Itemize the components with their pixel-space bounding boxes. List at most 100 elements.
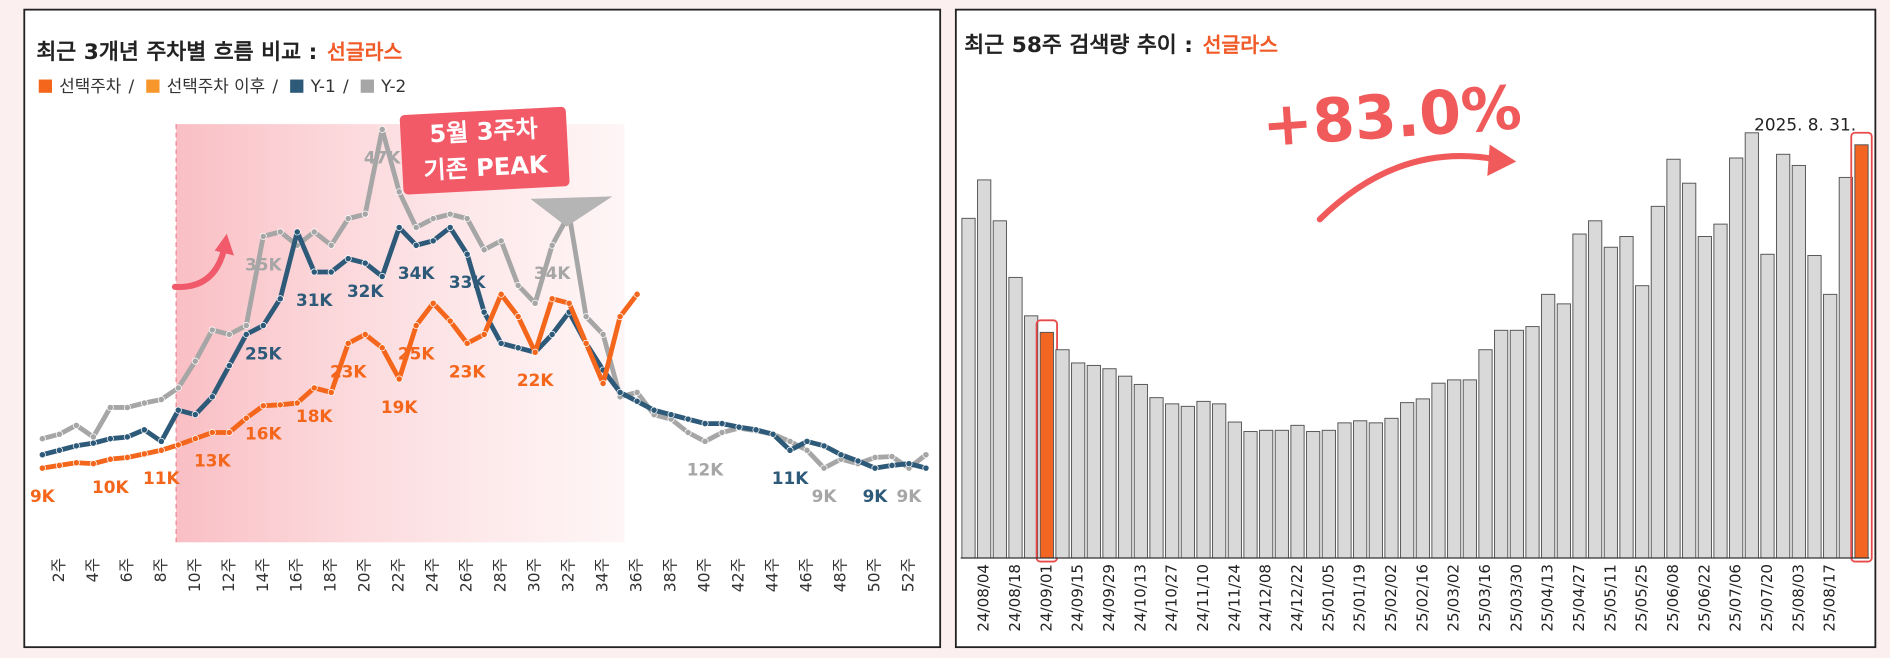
callout-text: 기존 PEAK bbox=[423, 150, 550, 185]
bar bbox=[1776, 153, 1791, 559]
bar bbox=[1118, 375, 1133, 559]
callout-text: 5월 3주차 bbox=[429, 115, 539, 149]
series-point bbox=[463, 215, 471, 223]
bar bbox=[1133, 383, 1148, 559]
bar bbox=[1525, 326, 1540, 559]
x-tick-label: 46주 bbox=[797, 558, 816, 592]
series-point bbox=[106, 455, 114, 463]
bar bbox=[1494, 329, 1509, 559]
bar bbox=[1400, 402, 1415, 559]
series-point bbox=[123, 433, 131, 441]
x-tick-label: 36주 bbox=[627, 558, 646, 592]
series-point bbox=[89, 433, 97, 441]
bar bbox=[1337, 422, 1352, 559]
x-tick-label: 6주 bbox=[117, 558, 136, 582]
series-point bbox=[650, 406, 658, 414]
series-point bbox=[446, 210, 454, 218]
series-point bbox=[38, 435, 46, 443]
series-point bbox=[106, 404, 114, 412]
data-label: 34K bbox=[534, 263, 571, 283]
series-point bbox=[837, 451, 845, 459]
series-point bbox=[174, 406, 182, 414]
bar bbox=[1791, 164, 1806, 559]
legend-separator: / bbox=[272, 76, 278, 96]
x-tick-label: 24/11/10 bbox=[1194, 564, 1212, 632]
x-tick-label: 24/12/08 bbox=[1257, 564, 1275, 632]
series-point bbox=[633, 290, 641, 298]
series-point bbox=[820, 442, 828, 450]
series-point bbox=[446, 317, 454, 325]
chart-title: 최근 58주 검색량 추이 : bbox=[964, 33, 1193, 58]
series-point bbox=[242, 414, 250, 422]
series-point bbox=[55, 446, 63, 454]
series-point bbox=[344, 215, 352, 223]
data-label: 47K bbox=[364, 147, 401, 167]
x-tick-label: 10주 bbox=[185, 558, 204, 592]
series-point bbox=[55, 430, 63, 438]
legend-separator: / bbox=[343, 76, 349, 96]
x-tick-label: 24/12/22 bbox=[1288, 564, 1306, 632]
series-point bbox=[259, 402, 267, 410]
data-label: 19K bbox=[381, 397, 418, 417]
x-tick-label: 25/03/30 bbox=[1507, 564, 1525, 632]
series-point bbox=[225, 330, 233, 338]
x-tick-label: 24/10/13 bbox=[1131, 564, 1149, 632]
x-tick-label: 48주 bbox=[830, 558, 849, 592]
series-point bbox=[888, 453, 896, 461]
series-point bbox=[769, 430, 777, 438]
series-point bbox=[548, 241, 556, 249]
bar bbox=[1180, 405, 1195, 559]
series-point bbox=[616, 388, 624, 396]
x-tick-label: 50주 bbox=[864, 558, 883, 592]
bar bbox=[1086, 364, 1101, 559]
series-point bbox=[854, 457, 862, 465]
series-point bbox=[276, 295, 284, 303]
series-point bbox=[157, 437, 165, 445]
bar bbox=[1368, 422, 1383, 559]
series-point bbox=[412, 223, 420, 231]
series-point bbox=[310, 228, 318, 236]
data-label: 9K bbox=[897, 486, 923, 506]
x-tick-label: 25/03/16 bbox=[1476, 564, 1494, 632]
series-point bbox=[667, 411, 675, 419]
series-point bbox=[480, 308, 488, 316]
bar bbox=[1259, 429, 1274, 559]
data-label: 9K bbox=[863, 486, 889, 506]
bar bbox=[1729, 157, 1744, 559]
series-point bbox=[888, 461, 896, 469]
series-point bbox=[378, 125, 386, 133]
x-tick-label: 24/08/04 bbox=[975, 564, 993, 632]
series-point bbox=[803, 437, 811, 445]
bar bbox=[1682, 182, 1697, 559]
data-label: 10K bbox=[92, 477, 129, 497]
bar bbox=[1039, 331, 1054, 559]
x-tick-label: 25/01/19 bbox=[1351, 564, 1369, 632]
bar bbox=[1055, 349, 1070, 559]
x-tick-label: 25/02/16 bbox=[1413, 564, 1431, 632]
series-point bbox=[191, 357, 199, 365]
series-point bbox=[293, 228, 301, 236]
series-point bbox=[497, 237, 505, 245]
series-point bbox=[140, 426, 148, 434]
series-point bbox=[259, 232, 267, 240]
arrow bbox=[1316, 153, 1498, 223]
series-point bbox=[616, 313, 624, 321]
series-point bbox=[310, 268, 318, 276]
series-point bbox=[633, 388, 641, 396]
bar bbox=[1744, 132, 1759, 559]
chart-title: 최근 3개년 주차별 흐름 비교 : bbox=[36, 40, 317, 65]
series-point bbox=[633, 397, 641, 405]
series-point bbox=[786, 437, 794, 445]
series-point bbox=[922, 451, 930, 459]
callout-box bbox=[399, 106, 570, 195]
data-label: 13K bbox=[194, 450, 231, 470]
x-tick-label: 24/09/29 bbox=[1100, 564, 1118, 632]
x-tick-label: 14주 bbox=[253, 558, 272, 592]
x-tick-label: 16주 bbox=[287, 558, 306, 592]
bar bbox=[1603, 246, 1618, 559]
x-tick-label: 30주 bbox=[525, 558, 544, 592]
series-point bbox=[480, 246, 488, 254]
series-point bbox=[735, 423, 743, 431]
x-tick-label: 25/07/20 bbox=[1758, 564, 1776, 632]
